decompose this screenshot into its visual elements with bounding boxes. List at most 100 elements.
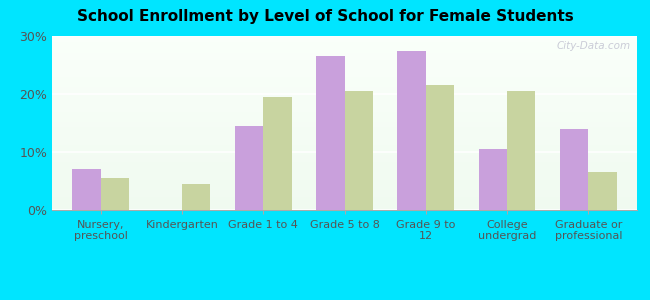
Bar [52,71,637,73]
Bar [52,142,637,144]
Bar [52,57,637,58]
Bar [344,91,373,210]
Bar [52,151,637,153]
Bar [52,46,637,48]
Bar [52,137,637,139]
Bar [52,201,637,203]
Bar [52,206,637,208]
Bar [52,128,637,130]
Bar [52,95,637,97]
Bar [52,107,637,109]
Bar [478,149,507,210]
Text: School Enrollment by Level of School for Female Students: School Enrollment by Level of School for… [77,9,573,24]
Bar [263,97,292,210]
Bar [52,158,637,160]
Bar [52,125,637,127]
Bar [52,149,637,151]
Bar [52,179,637,180]
Bar [560,129,588,210]
Bar [52,69,637,71]
Bar [52,88,637,90]
Bar [588,172,617,210]
Bar [52,83,637,85]
Bar [52,173,637,175]
Bar [182,184,211,210]
Bar [52,203,637,205]
Bar [52,100,637,102]
Bar [52,92,637,93]
Bar [52,186,637,188]
Bar [52,189,637,191]
Bar [235,126,263,210]
Bar [52,123,637,125]
Bar [52,118,637,119]
Bar [507,91,536,210]
Bar [397,50,426,210]
Bar [52,97,637,99]
Bar [52,168,637,170]
Bar [52,182,637,184]
Bar [52,73,637,74]
Bar [52,172,637,173]
Bar [52,153,637,154]
Bar [52,146,637,147]
Bar [52,208,637,210]
Bar [52,114,637,116]
Bar [52,184,637,186]
Bar [316,56,344,210]
Bar [52,50,637,52]
Bar [101,178,129,210]
Bar [52,64,637,66]
Bar [52,200,637,201]
Bar [52,53,637,55]
Bar [426,85,454,210]
Bar [52,160,637,161]
Bar [52,58,637,60]
Text: City-Data.com: City-Data.com [557,41,631,51]
Bar [52,60,637,62]
Bar [52,81,637,83]
Bar [52,66,637,67]
Bar [52,93,637,95]
Bar [52,40,637,41]
Bar [52,52,637,53]
Bar [52,116,637,118]
Bar [52,193,637,194]
Bar [52,144,637,146]
Bar [52,165,637,167]
Bar [52,85,637,86]
Bar [52,76,637,78]
Bar [52,80,637,81]
Bar [52,67,637,69]
Bar [52,167,637,168]
Bar [52,104,637,106]
Bar [52,198,637,200]
Bar [52,43,637,45]
Bar [52,175,637,177]
Bar [52,38,637,40]
Bar [52,36,637,38]
Bar [52,140,637,142]
Bar [52,111,637,112]
Bar [52,109,637,111]
Bar [52,154,637,156]
Bar [52,170,637,172]
Bar [52,127,637,128]
Bar [52,180,637,182]
Bar [52,121,637,123]
Bar [52,41,637,43]
Bar [52,55,637,57]
Bar [52,86,637,88]
Bar [52,205,637,206]
Bar [52,119,637,121]
Bar [52,90,637,92]
Bar [52,156,637,158]
Bar [52,196,637,198]
Bar [52,194,637,196]
Bar [52,134,637,135]
Bar [52,135,637,137]
Bar [52,132,637,134]
Bar [52,177,637,179]
Bar [52,99,637,100]
Bar [52,45,637,46]
